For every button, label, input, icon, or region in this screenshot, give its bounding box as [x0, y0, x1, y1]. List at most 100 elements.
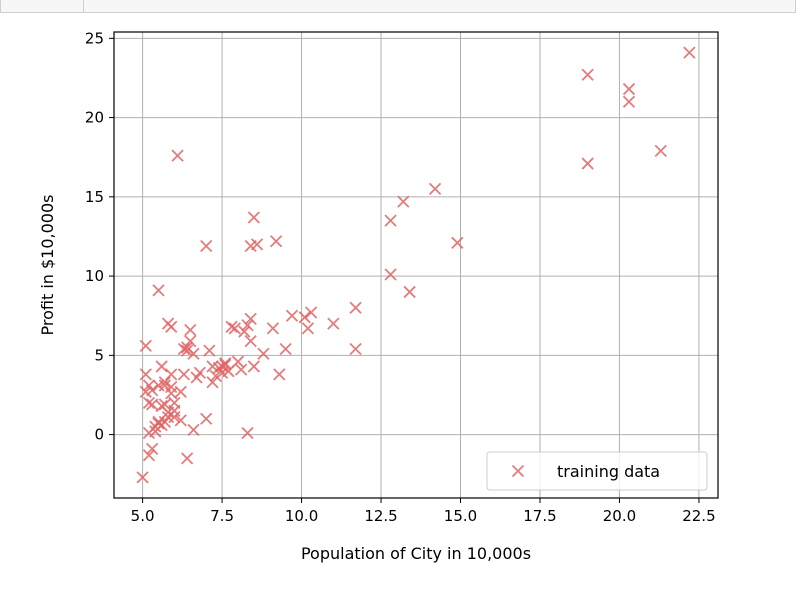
data-point — [257, 347, 270, 360]
data-point — [266, 322, 280, 335]
data-point — [177, 342, 191, 356]
cell-divider — [83, 0, 84, 12]
data-point — [149, 420, 162, 433]
legend-marker-x-icon — [511, 464, 525, 478]
data-point — [200, 412, 213, 425]
data-point — [219, 358, 232, 371]
y-tick-label: 15 — [85, 188, 104, 206]
y-tick-label: 25 — [85, 29, 104, 47]
y-axis-label: Profit in $10,000s — [38, 195, 57, 336]
x-tick-label: 22.5 — [682, 507, 715, 525]
data-point — [247, 360, 261, 373]
legend-label: training data — [557, 462, 660, 481]
data-points — [136, 46, 696, 484]
data-point — [136, 471, 149, 484]
data-point — [171, 149, 184, 162]
data-point — [180, 452, 194, 465]
data-point — [187, 347, 200, 360]
data-point — [301, 322, 315, 335]
data-point — [403, 285, 416, 299]
data-point — [152, 284, 165, 297]
data-point — [184, 334, 197, 348]
y-tick-label: 10 — [85, 267, 104, 285]
data-point — [155, 360, 168, 373]
data-point — [203, 344, 216, 357]
data-point — [298, 311, 311, 324]
data-point — [244, 312, 257, 326]
x-tick-label: 10.0 — [285, 507, 318, 525]
data-point — [241, 426, 254, 440]
data-point — [142, 449, 156, 462]
data-point — [161, 317, 175, 330]
data-point — [142, 396, 156, 410]
data-point — [349, 301, 362, 314]
plot-frame — [113, 31, 719, 499]
data-point — [247, 211, 261, 224]
data-point — [241, 319, 254, 332]
data-point — [244, 334, 257, 348]
data-point — [146, 398, 159, 411]
y-tick-label: 5 — [94, 346, 104, 364]
data-point — [327, 317, 340, 330]
data-point — [165, 387, 178, 400]
data-point — [149, 425, 162, 438]
data-point — [304, 306, 318, 319]
data-point — [279, 342, 292, 356]
x-tick-label: 20.0 — [603, 507, 636, 525]
notebook-cell-border — [0, 0, 796, 13]
data-point — [177, 368, 191, 381]
data-point — [228, 322, 241, 335]
data-point — [384, 214, 397, 227]
x-tick-label: 17.5 — [523, 507, 556, 525]
legend: training data — [486, 451, 708, 491]
data-point — [187, 423, 200, 436]
data-point — [174, 385, 187, 398]
data-point — [142, 379, 156, 392]
grid — [114, 32, 718, 498]
data-point — [384, 268, 397, 281]
data-point — [622, 95, 636, 108]
data-point — [581, 157, 594, 170]
data-point — [238, 325, 251, 338]
data-point — [200, 239, 213, 253]
data-point — [581, 68, 594, 81]
data-point — [158, 376, 171, 389]
data-point — [180, 344, 194, 357]
y-axis-ticks: 0 5 10 15 20 25 — [85, 29, 114, 444]
y-tick-label: 20 — [85, 109, 104, 127]
data-point — [397, 195, 410, 208]
data-point — [165, 368, 178, 381]
x-tick-label: 15.0 — [444, 507, 477, 525]
data-point — [158, 398, 171, 411]
legend-box — [486, 451, 708, 491]
data-point — [139, 339, 152, 352]
data-point — [654, 144, 667, 158]
data-point — [225, 320, 238, 333]
data-point — [269, 235, 283, 248]
data-point — [139, 368, 152, 381]
data-point — [349, 342, 362, 356]
data-point — [190, 371, 203, 384]
data-point — [250, 238, 264, 251]
data-point — [683, 46, 696, 59]
data-point — [235, 363, 248, 376]
y-tick-label: 0 — [94, 426, 104, 444]
data-point — [285, 309, 299, 322]
x-tick-label: 7.5 — [210, 507, 234, 525]
x-axis-ticks: 5.0 7.5 10.0 12.5 15.0 17.5 20.0 22.5 — [131, 498, 716, 525]
data-point — [146, 442, 159, 456]
data-point — [161, 406, 175, 419]
x-tick-label: 12.5 — [364, 507, 397, 525]
data-point — [622, 82, 636, 96]
data-point — [158, 415, 171, 429]
data-point — [206, 376, 219, 389]
data-point — [273, 368, 286, 381]
data-point — [219, 357, 232, 370]
data-point — [215, 366, 229, 379]
data-point — [174, 414, 187, 427]
data-point — [428, 182, 442, 196]
data-point — [152, 379, 165, 392]
data-point — [231, 355, 245, 368]
data-point — [184, 323, 197, 337]
